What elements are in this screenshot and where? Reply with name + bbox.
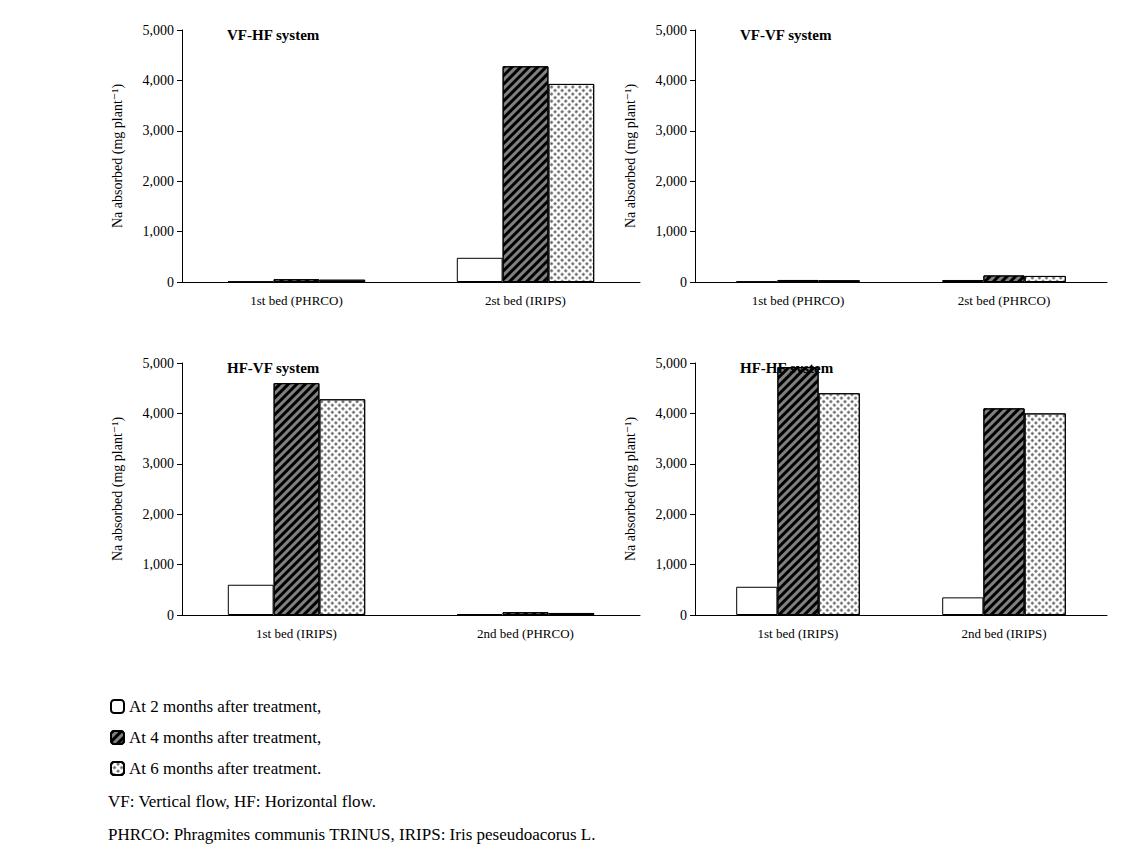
- svg-text:0: 0: [167, 275, 174, 290]
- svg-text:4,000: 4,000: [656, 406, 688, 421]
- svg-text:At 4 months after treatment,: At 4 months after treatment,: [129, 728, 321, 747]
- svg-text:5,000: 5,000: [143, 23, 175, 38]
- svg-text:4,000: 4,000: [143, 73, 175, 88]
- svg-text:2,000: 2,000: [143, 507, 175, 522]
- svg-text:0: 0: [680, 608, 687, 623]
- svg-text:3,000: 3,000: [656, 123, 688, 138]
- svg-text:1,000: 1,000: [656, 224, 688, 239]
- svg-text:VF: Vertical flow, HF: Horizon: VF: Vertical flow, HF: Horizontal flow.: [108, 792, 376, 811]
- svg-text:5,000: 5,000: [656, 23, 688, 38]
- svg-text:Na absorbed (mg plant⁻¹): Na absorbed (mg plant⁻¹): [110, 84, 126, 228]
- svg-text:5,000: 5,000: [656, 356, 688, 371]
- svg-text:1,000: 1,000: [656, 557, 688, 572]
- svg-text:Na absorbed (mg plant⁻¹): Na absorbed (mg plant⁻¹): [110, 417, 126, 561]
- svg-text:0: 0: [167, 608, 174, 623]
- svg-text:4,000: 4,000: [143, 406, 175, 421]
- svg-text:2st bed (PHRCO): 2st bed (PHRCO): [958, 293, 1050, 308]
- svg-text:HF-VF system: HF-VF system: [227, 360, 320, 376]
- svg-text:3,000: 3,000: [143, 456, 175, 471]
- svg-text:5,000: 5,000: [143, 356, 175, 371]
- svg-text:1,000: 1,000: [143, 557, 175, 572]
- svg-text:0: 0: [680, 275, 687, 290]
- svg-text:1,000: 1,000: [143, 224, 175, 239]
- svg-text:2,000: 2,000: [656, 507, 688, 522]
- svg-text:3,000: 3,000: [143, 123, 175, 138]
- svg-text:1st bed (IRIPS): 1st bed (IRIPS): [256, 626, 337, 641]
- svg-text:At 2 months after treatment,: At 2 months after treatment,: [129, 697, 321, 716]
- svg-text:2st bed (IRIPS): 2st bed (IRIPS): [485, 293, 566, 308]
- svg-text:1st bed (PHRCO): 1st bed (PHRCO): [250, 293, 342, 308]
- svg-text:2,000: 2,000: [656, 174, 688, 189]
- svg-text:Na absorbed (mg plant⁻¹): Na absorbed (mg plant⁻¹): [623, 84, 639, 228]
- svg-text:2,000: 2,000: [143, 174, 175, 189]
- svg-text:1st bed (PHRCO): 1st bed (PHRCO): [752, 293, 844, 308]
- svg-text:Na absorbed (mg plant⁻¹): Na absorbed (mg plant⁻¹): [623, 417, 639, 561]
- svg-text:HF-HF system: HF-HF system: [740, 360, 834, 376]
- svg-text:PHRCO: Phragmites communis TRI: PHRCO: Phragmites communis TRINUS, IRIPS…: [108, 825, 595, 844]
- svg-text:4,000: 4,000: [656, 73, 688, 88]
- svg-text:1st bed (IRIPS): 1st bed (IRIPS): [758, 626, 839, 641]
- svg-text:VF-HF system: VF-HF system: [227, 27, 320, 43]
- svg-text:VF-VF system: VF-VF system: [740, 27, 832, 43]
- svg-text:2nd bed (PHRCO): 2nd bed (PHRCO): [477, 626, 574, 641]
- svg-text:3,000: 3,000: [656, 456, 688, 471]
- svg-text:2nd bed (IRIPS): 2nd bed (IRIPS): [961, 626, 1046, 641]
- svg-text:At 6 months after treatment.: At 6 months after treatment.: [129, 759, 321, 778]
